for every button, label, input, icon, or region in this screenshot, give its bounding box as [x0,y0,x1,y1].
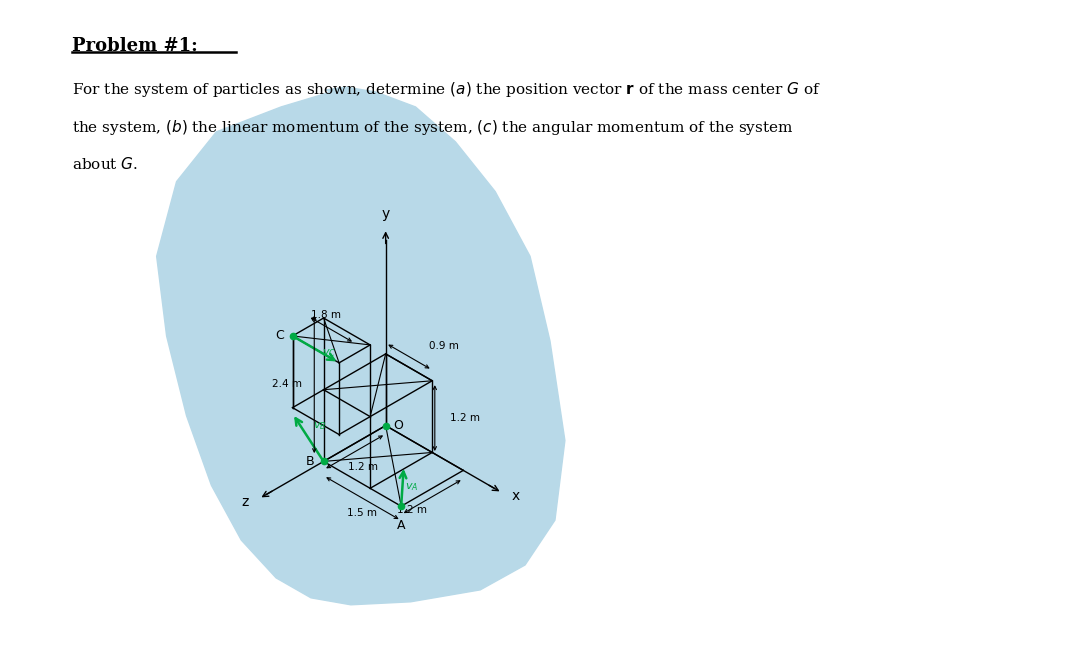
Text: 2.4 m: 2.4 m [272,380,302,389]
Polygon shape [157,87,565,605]
Text: $v_C$: $v_C$ [323,347,336,359]
Text: 1.8 m: 1.8 m [311,310,341,320]
Text: about $G$.: about $G$. [72,156,138,172]
Text: C: C [274,329,284,342]
Text: A: A [397,519,405,532]
Text: 1.2 m: 1.2 m [397,505,428,515]
Text: O: O [393,419,404,432]
Text: 1.2 m: 1.2 m [348,462,378,472]
Text: y: y [381,208,390,221]
Text: the system, $(b)$ the linear momentum of the system, $(c)$ the angular momentum : the system, $(b)$ the linear momentum of… [72,118,794,137]
Text: 1.2 m: 1.2 m [449,413,480,423]
Text: 1.5 m: 1.5 m [348,508,377,518]
Text: z: z [241,495,248,508]
Text: Problem #1:: Problem #1: [72,37,198,55]
Text: $v_A$: $v_A$ [405,481,419,493]
Text: 0.9 m: 0.9 m [429,340,459,351]
Text: For the system of particles as shown, determine $(a)$ the position vector $\math: For the system of particles as shown, de… [72,80,821,99]
Text: x: x [511,489,519,503]
Text: B: B [306,455,314,468]
Text: $v_B$: $v_B$ [313,420,326,432]
